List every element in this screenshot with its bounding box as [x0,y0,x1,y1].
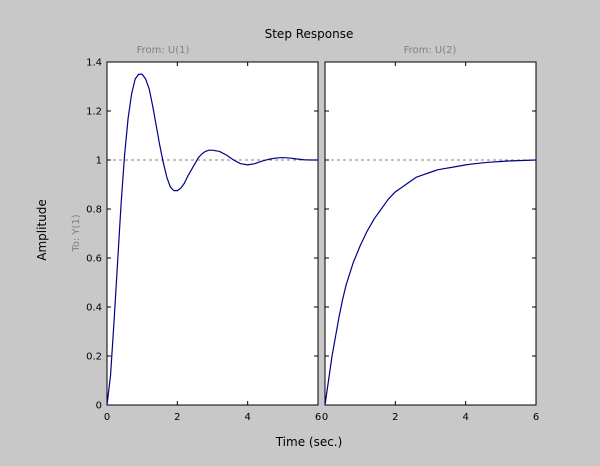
panel-2-x-tick-label: 4 [462,412,468,423]
panel-1-plot-area [106,61,319,406]
y-tick-label: 1.4 [86,58,102,69]
y-axis-label: Amplitude [35,199,49,261]
panel-2-x-tick-label: 0 [322,412,328,423]
panel-1-input-label: From: U(1) [137,45,190,56]
panel-2-x-tick-label: 6 [533,412,539,423]
panel-1-series-line [106,73,318,406]
panel-2: 0 2 4 6 [322,61,539,423]
x-axis-label: Time (sec.) [275,435,343,449]
y-tick-label: 0 [96,401,102,412]
y-tick-label: 0.6 [86,254,102,265]
output-label: To: Y(1) [71,214,82,252]
y-tick-label: 0.4 [86,303,102,314]
panel-1-x-tick-label: 6 [315,412,321,423]
panel-2-plot-area [324,61,537,406]
panel-1-x-tick-label: 0 [104,412,110,423]
chart-title: Step Response [265,27,354,41]
panel-1: 0 0.2 0.4 0.6 0.8 1 1.2 1.4 0 2 4 6 [86,58,321,424]
y-tick-label: 0.8 [86,205,102,216]
y-tick-label: 1 [96,156,102,167]
panel-2-input-label: From: U(2) [404,45,457,56]
y-tick-label: 1.2 [86,107,102,118]
panel-1-x-tick-label: 4 [244,412,250,423]
panel-1-x-tick-label: 2 [174,412,180,423]
y-tick-label: 0.2 [86,352,102,363]
panel-2-x-tick-label: 2 [392,412,398,423]
panel-2-series-line [324,159,537,406]
